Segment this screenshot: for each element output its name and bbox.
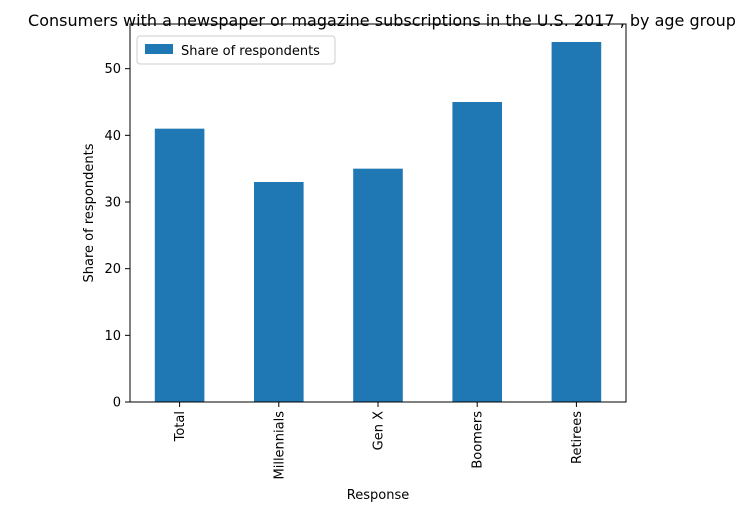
y-tick-label: 50 (104, 62, 121, 77)
x-tick-label: Total (173, 411, 188, 442)
bar-total (155, 129, 205, 402)
bars (155, 42, 601, 402)
bar-millennials (254, 182, 304, 402)
y-tick-label: 30 (104, 196, 121, 211)
x-axis-label: Response (347, 488, 409, 503)
x-tick-label: Boomers (471, 411, 486, 469)
x-tick-label: Millennials (272, 411, 287, 480)
legend: Share of respondents (137, 36, 335, 64)
bar-boomers (452, 102, 502, 402)
x-tick-label: Retirees (570, 411, 585, 464)
y-tick-label: 40 (104, 129, 121, 144)
y-tick-label: 20 (104, 262, 121, 277)
x-tick-label: Gen X (372, 411, 387, 450)
bar-gen-x (353, 169, 403, 402)
x-axis: Total Millennials Gen X Boomers Retirees (173, 402, 585, 480)
chart-title: Consumers with a newspaper or magazine s… (28, 11, 736, 30)
y-tick-label: 10 (104, 329, 121, 344)
y-axis-label: Share of respondents (82, 143, 97, 282)
y-tick-label: 0 (113, 396, 121, 411)
legend-swatch (145, 44, 173, 54)
y-axis: 0 10 20 30 40 50 (104, 62, 130, 410)
bar-retirees (552, 42, 602, 402)
legend-label: Share of respondents (181, 44, 320, 59)
